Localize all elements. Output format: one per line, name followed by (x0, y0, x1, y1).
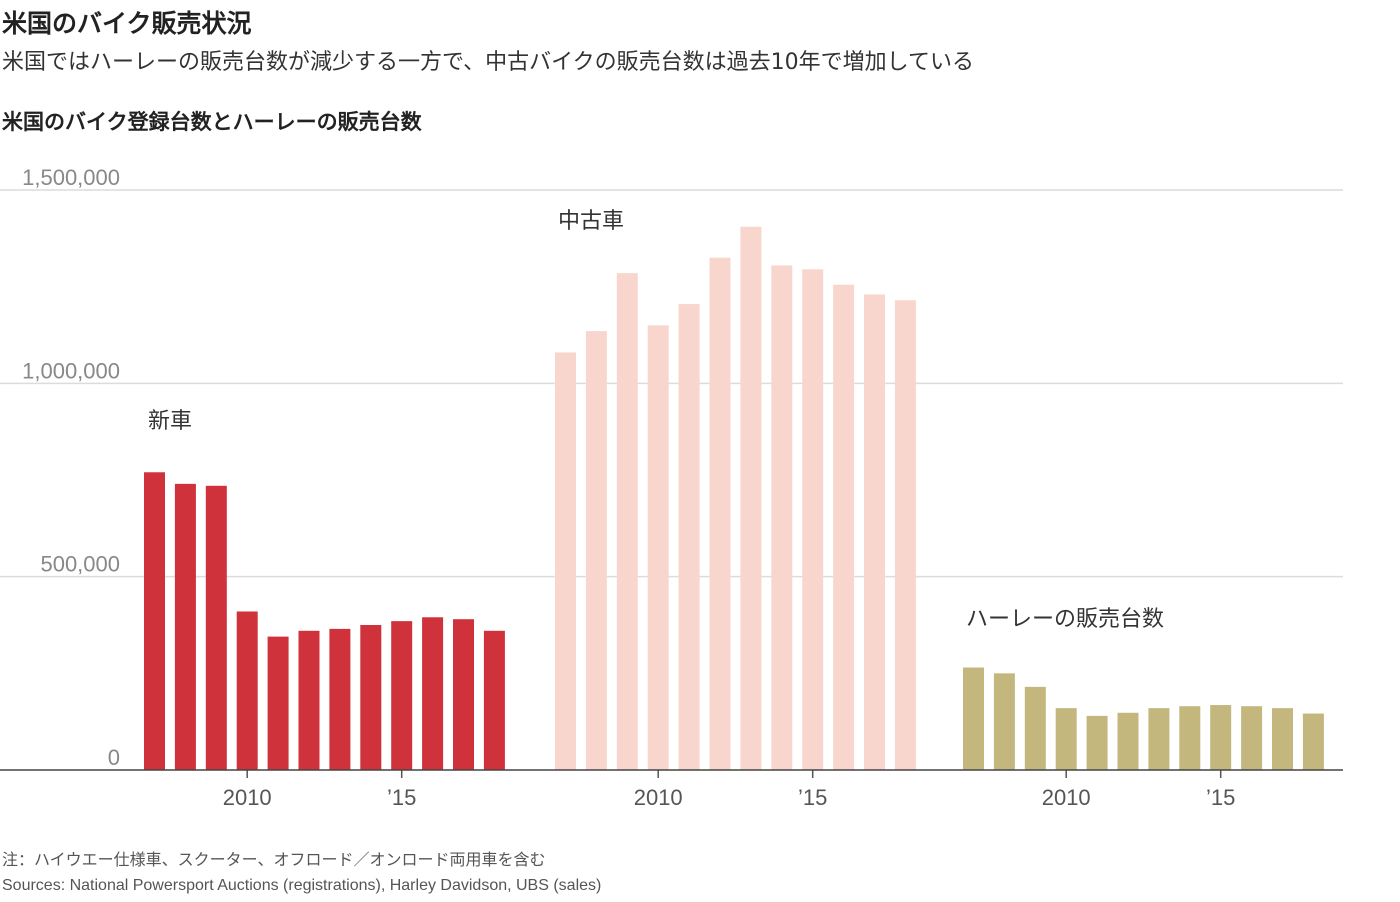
bar (1241, 706, 1263, 770)
bar (1272, 708, 1293, 770)
bar (391, 621, 413, 770)
bar (267, 636, 289, 770)
x-tick-label: 2010 (223, 785, 272, 810)
bar (647, 325, 669, 770)
series-label: ハーレーの販売台数 (966, 607, 1164, 632)
bar (1086, 715, 1108, 770)
page-title: 米国のバイク販売状況 (2, 9, 252, 38)
bar (894, 300, 916, 770)
y-tick-label: 1,500,000 (22, 165, 120, 190)
bar (740, 226, 762, 770)
bar (1302, 713, 1324, 770)
bar (174, 483, 196, 770)
bar-chart: 0 500,000 1,000,000 1,500,000 2010 ’15 新車 2010 ’… (0, 165, 1343, 810)
bar (1179, 706, 1201, 770)
bar (422, 617, 444, 770)
bar (483, 630, 505, 770)
bar (709, 257, 731, 771)
bar (616, 273, 638, 770)
bar (453, 619, 474, 770)
y-tick-label: 500,000 (40, 552, 120, 577)
bar (298, 630, 320, 770)
bar (555, 352, 576, 770)
bar (236, 611, 258, 770)
bar (585, 331, 607, 770)
bar (802, 269, 824, 770)
bar (678, 304, 700, 770)
bar (771, 265, 793, 770)
y-tick-label: 1,000,000 (22, 358, 120, 383)
footnote: 注：ハイウエー仕様車、スクーター、オフロード／オンロード両用車を含む (2, 850, 546, 869)
bar (1117, 712, 1139, 770)
bar (993, 673, 1015, 770)
x-tick-label: 2010 (1042, 785, 1091, 810)
bar (1210, 705, 1232, 770)
bar (1024, 686, 1046, 770)
y-tick-label: 0 (108, 745, 120, 770)
bar (864, 294, 885, 770)
page-subtitle: 米国ではハーレーの販売台数が減少する一方で、中古バイクの販売台数は過去10年で増… (2, 50, 975, 75)
series-label: 新車 (148, 409, 192, 434)
x-tick-label: ’15 (1206, 785, 1235, 810)
bar (360, 625, 382, 770)
x-tick-label: ’15 (798, 785, 827, 810)
bar (329, 628, 351, 770)
sources-note: Sources: National Powersport Auctions (r… (2, 877, 602, 894)
bar (963, 667, 984, 770)
bar (1148, 708, 1170, 770)
bar (144, 472, 165, 770)
bar (205, 485, 227, 770)
chart-title: 米国のバイク登録台数とハーレーの販売台数 (2, 110, 422, 134)
series-label: 中古車 (558, 209, 624, 234)
x-tick-label: ’15 (387, 785, 416, 810)
bar (833, 284, 855, 770)
x-tick-label: 2010 (634, 785, 683, 810)
bar (1055, 708, 1077, 770)
